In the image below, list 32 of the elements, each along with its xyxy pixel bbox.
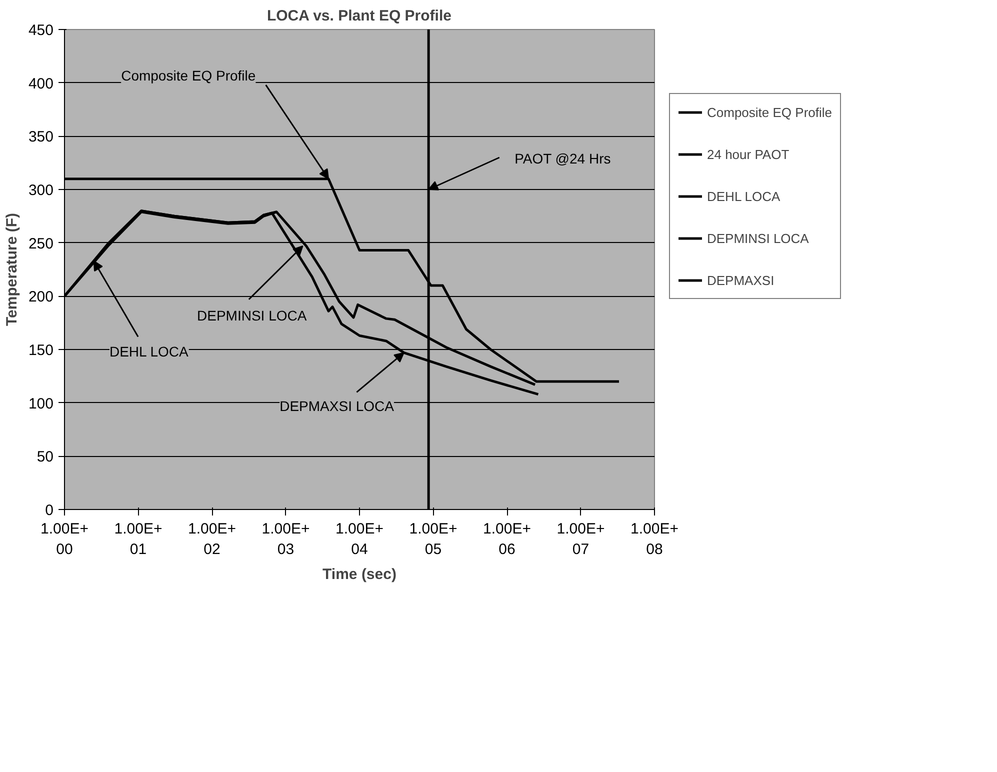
annotation: DEPMAXSI LOCA <box>280 398 395 414</box>
x-tick-label: 1.00E+01 <box>114 520 162 558</box>
y-tick-label: 150 <box>28 342 54 359</box>
x-tick-label: 1.00E+08 <box>630 520 679 558</box>
y-tick-label: 50 <box>36 448 54 466</box>
y-tick-label: 350 <box>28 128 54 146</box>
x-tick-label: 1.00E+02 <box>188 520 236 558</box>
y-tick-label: 300 <box>28 182 54 199</box>
legend-label: DEPMINSI LOCA <box>707 230 809 246</box>
y-tick-label: 100 <box>28 395 54 412</box>
annotation: PAOT @24 Hrs <box>514 150 611 167</box>
y-axis-title: Temperature (F) <box>3 212 20 326</box>
annotation: DEPMINSI LOCA <box>197 307 308 324</box>
x-tick-label: 1.00E+04 <box>336 520 384 558</box>
x-tick-label: 1.00E+06 <box>483 520 532 558</box>
x-tick-label: 1.00E+00 <box>40 520 89 558</box>
y-tick-label: 400 <box>28 75 54 92</box>
legend-label: DEHL LOCA <box>707 188 780 204</box>
legend-label: Composite EQ Profile <box>707 104 832 120</box>
x-axis-title: Time (sec) <box>322 566 396 583</box>
legend-label: 24 hour PAOT <box>707 146 790 162</box>
legend-label: DEPMAXSI <box>707 272 774 288</box>
y-tick-label: 450 <box>28 22 54 39</box>
chart-title: LOCA vs. Plant EQ Profile <box>266 8 452 24</box>
y-tick-label: 200 <box>28 288 54 306</box>
y-tick-label: 250 <box>28 235 54 252</box>
x-tick-label: 1.00E+05 <box>409 520 458 558</box>
x-tick-label: 1.00E+07 <box>556 520 605 558</box>
x-tick-label: 1.00E+03 <box>262 520 310 558</box>
annotation: DEHL LOCA <box>109 344 189 360</box>
y-tick-label: 0 <box>45 502 54 519</box>
annotation: Composite EQ Profile <box>121 67 256 84</box>
